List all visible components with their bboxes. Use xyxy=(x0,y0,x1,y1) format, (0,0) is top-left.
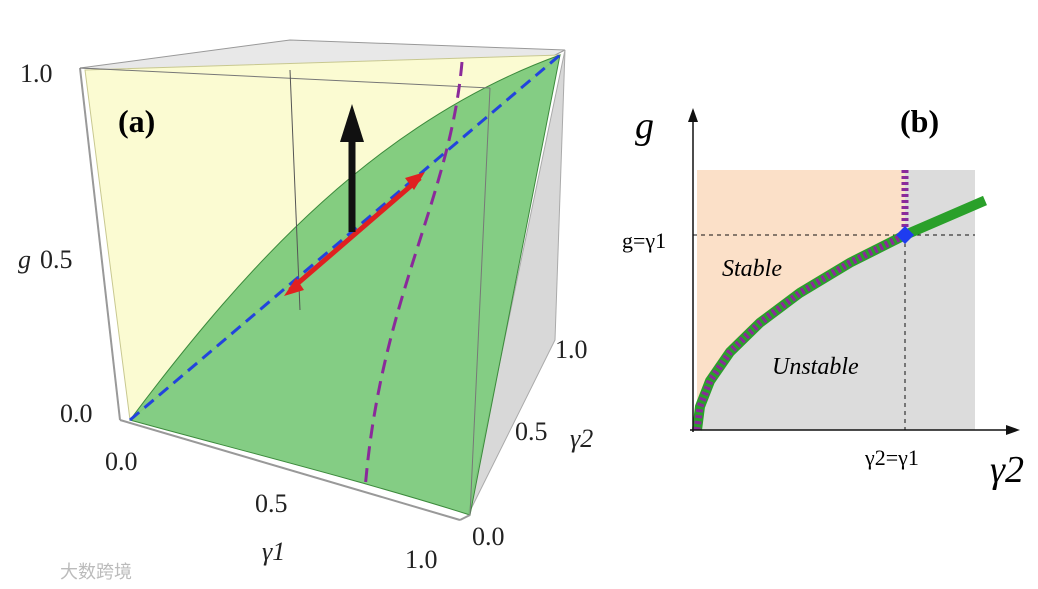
marker-label: g=γ1 xyxy=(622,228,666,253)
axis-title: g xyxy=(18,245,31,274)
panel-label: (b) xyxy=(900,103,939,139)
tick-label: 0.5 xyxy=(255,489,288,518)
arrowhead xyxy=(688,108,698,122)
black-arrowhead xyxy=(340,104,364,142)
axis-title: γ2 xyxy=(990,449,1024,491)
red-arrow xyxy=(288,176,422,292)
tick-label: 1.0 xyxy=(20,59,53,88)
panel-a-plot: (a) 1.0 0.5 0.0 g 0.0 0.5 1.0 γ1 1.0 0.5… xyxy=(18,39,593,574)
panel-b-plot: (b) g γ2 g=γ1 γ2=γ1 Stable Unstable xyxy=(622,103,1024,491)
critical-point xyxy=(896,226,914,244)
box-edge xyxy=(289,69,301,311)
tick-label: 1.0 xyxy=(405,545,438,574)
tick-label: 0.5 xyxy=(40,245,73,274)
marker-label: γ2=γ1 xyxy=(864,445,919,470)
green-surface xyxy=(129,54,561,516)
purple-curve xyxy=(363,61,464,491)
arrowhead xyxy=(1006,425,1020,435)
watermark: 大数跨境 xyxy=(60,562,132,583)
red-arrowhead xyxy=(284,278,304,296)
box-edge xyxy=(469,87,491,516)
tick-label: 0.0 xyxy=(105,447,138,476)
tick-label: 0.5 xyxy=(515,417,548,446)
tick-label: 0.0 xyxy=(60,399,93,428)
axis-title: g xyxy=(635,105,654,147)
axis-title: γ1 xyxy=(262,537,285,566)
red-arrowhead xyxy=(405,172,425,190)
panel-label: (a) xyxy=(118,103,155,139)
region-label: Unstable xyxy=(772,354,859,380)
box-edge xyxy=(459,514,471,521)
tick-label: 0.0 xyxy=(472,522,505,551)
box-edge xyxy=(119,419,461,521)
box-edge xyxy=(79,67,121,421)
box-edge xyxy=(79,67,491,89)
axis-title: γ2 xyxy=(570,424,593,453)
tick-label: 1.0 xyxy=(555,335,588,364)
region-label: Stable xyxy=(722,256,782,282)
